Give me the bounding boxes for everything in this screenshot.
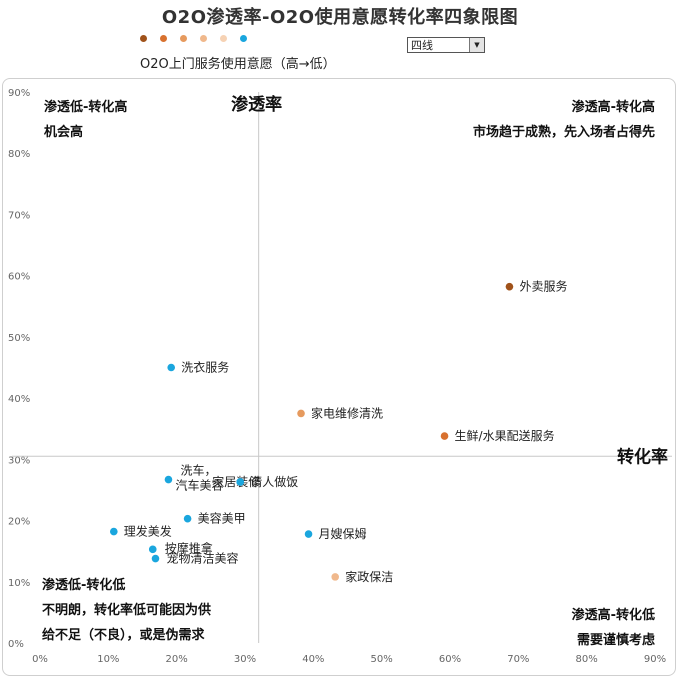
- data-point-label: 按摩推拿: [165, 540, 213, 555]
- legend-dot-5: [220, 35, 227, 42]
- x-tick-label: 90%: [644, 654, 666, 665]
- data-point-label: 汽车美容: [175, 478, 223, 493]
- data-point-label: 家居装修: [212, 474, 260, 489]
- data-point: [164, 475, 173, 484]
- data-point-label: 外卖服务: [519, 279, 567, 294]
- x-axis-label: 转化率: [617, 446, 668, 467]
- x-tick-label: 50%: [371, 654, 393, 665]
- legend-dot-6: [240, 35, 247, 42]
- data-point: [236, 478, 245, 486]
- data-point: [151, 554, 160, 563]
- data-point: [331, 573, 340, 581]
- quadrant-bottom-left-desc: 给不足（不良），或是伪需求: [42, 627, 206, 643]
- chevron-down-icon[interactable]: ▼: [469, 38, 484, 52]
- y-axis-label: 渗透率: [231, 94, 282, 115]
- y-tick-label: 50%: [8, 333, 30, 344]
- legend-caption: O2O上门服务使用意愿（高→低）: [140, 57, 336, 72]
- data-point-label: 家政保洁: [345, 569, 393, 584]
- data-point-label: 洗衣服务: [181, 360, 229, 375]
- data-point-label: 请人做饭: [250, 474, 298, 489]
- data-point: [505, 282, 514, 291]
- quadrant-bottom-left-title: 渗透低-转化低: [42, 577, 125, 593]
- legend-dot-2: [160, 35, 167, 42]
- data-point-label: 理发美发: [124, 524, 172, 539]
- x-tick-label: 40%: [302, 654, 324, 665]
- legend-dot-3: [180, 35, 187, 42]
- data-point-label: 宠物清洁美容: [166, 551, 238, 566]
- y-tick-label: 30%: [8, 455, 30, 466]
- y-tick-label: 20%: [8, 517, 30, 528]
- y-tick-label: 60%: [8, 272, 30, 283]
- y-tick-label: 0%: [8, 639, 24, 650]
- quadrant-top-left-title: 渗透低-转化高: [44, 99, 127, 115]
- y-tick-label: 40%: [8, 394, 30, 405]
- data-point: [297, 409, 305, 418]
- data-point: [148, 545, 157, 554]
- data-point: [183, 514, 192, 523]
- x-tick-label: 0%: [32, 654, 48, 665]
- y-tick-label: 10%: [8, 578, 30, 589]
- quadrant-bottom-right-desc: 需要谨慎考虑: [577, 632, 655, 648]
- city-tier-value: 四线: [411, 39, 433, 52]
- data-point-label: 生鲜/水果配送服务: [455, 428, 555, 443]
- y-tick-label: 80%: [8, 149, 30, 160]
- data-point: [110, 527, 118, 536]
- x-tick-label: 20%: [166, 654, 188, 665]
- data-point-label: 月嫂保姆: [319, 527, 367, 541]
- data-point-label: 美容美甲: [198, 511, 246, 526]
- legend-dot-4: [200, 35, 207, 42]
- quadrant-bottom-right-title: 渗透高-转化低: [572, 607, 655, 623]
- city-tier-select[interactable]: 四线 ▼: [407, 37, 485, 53]
- x-tick-label: 60%: [439, 654, 461, 665]
- chart-frame: [2, 78, 676, 676]
- x-tick-label: 80%: [576, 654, 598, 665]
- y-tick-label: 70%: [8, 210, 30, 221]
- y-tick-label: 90%: [8, 88, 30, 99]
- x-tick-label: 30%: [234, 654, 256, 665]
- data-point-label: 家电维修清洗: [311, 405, 383, 420]
- data-point: [304, 530, 313, 538]
- x-tick-label: 10%: [97, 654, 119, 665]
- data-point: [440, 432, 449, 440]
- chart-title: O2O渗透率-O2O使用意愿转化率四象限图: [161, 7, 519, 28]
- data-point-label: 洗车，: [180, 463, 216, 478]
- quadrant-top-left-desc: 机会高: [44, 124, 83, 140]
- quadrant-top-right-desc: 市场趋于成熟，先入场者占得先: [473, 124, 655, 140]
- legend-dot-1: [140, 35, 147, 42]
- quadrant-bottom-left-desc: 不明朗，转化率低可能因为供: [42, 602, 211, 618]
- quadrant-top-right-title: 渗透高-转化高: [572, 99, 655, 115]
- data-point: [167, 363, 175, 372]
- x-tick-label: 70%: [507, 654, 529, 665]
